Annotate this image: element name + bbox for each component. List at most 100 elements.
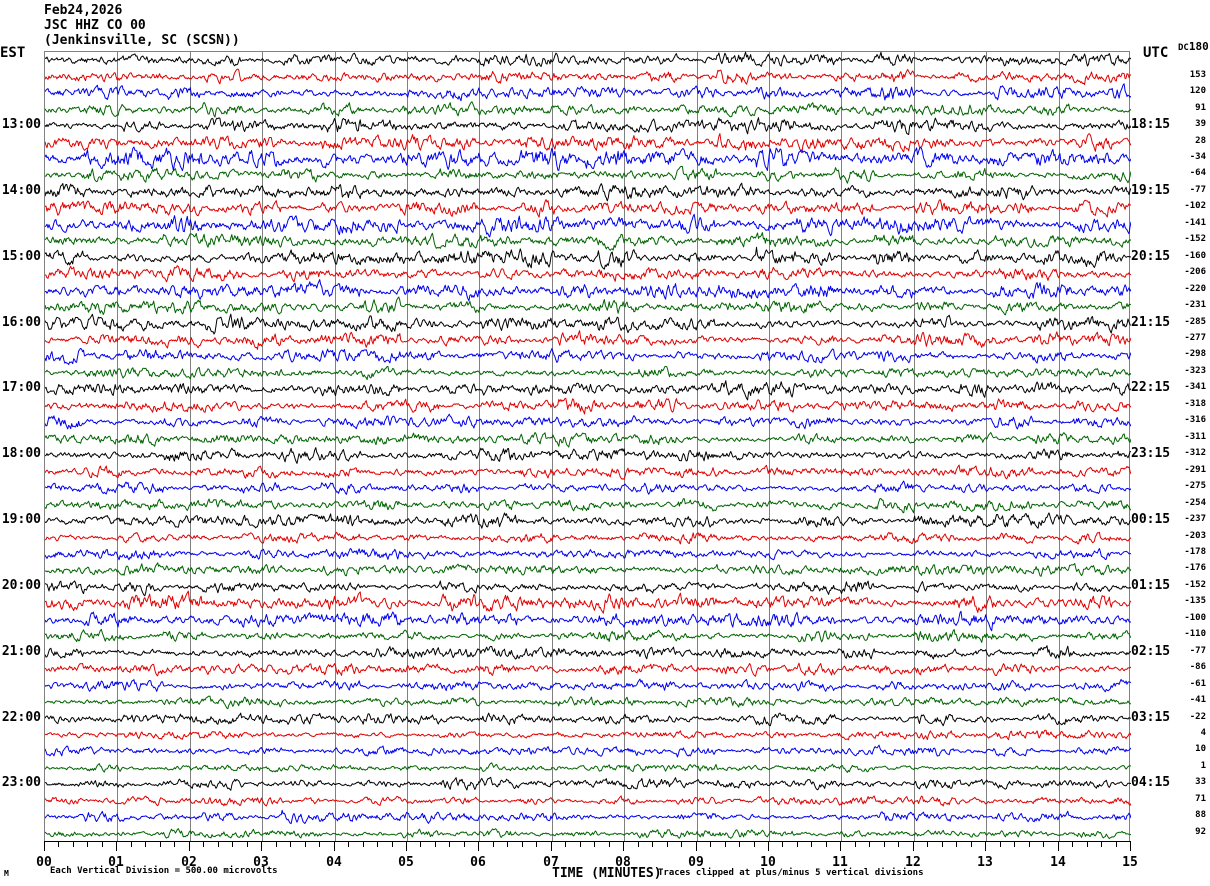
x-axis-minor-tick [638, 842, 639, 847]
dc-value: -291 [1184, 464, 1206, 475]
utc-hour-label: 23:15 [1131, 446, 1171, 462]
dc-value: -277 [1184, 333, 1206, 344]
header-station: JSC HHZ CO 00 [44, 18, 146, 33]
seismogram-trace [45, 442, 1131, 468]
seismogram-trace [45, 376, 1131, 402]
seismogram-trace [45, 162, 1131, 188]
dc-value: -64 [1189, 168, 1206, 179]
dc-value: 71 [1195, 793, 1206, 804]
utc-hour-label: 01:15 [1131, 577, 1171, 593]
x-axis-minor-tick [797, 842, 798, 847]
x-axis-tick-label: 04 [326, 855, 342, 870]
x-axis-minor-tick [725, 842, 726, 847]
seismogram-trace [45, 492, 1131, 518]
seismogram-trace [45, 245, 1131, 271]
est-hour-label: 20:00 [1, 577, 41, 593]
x-axis-minor-tick [507, 842, 508, 847]
dc-value: -77 [1189, 645, 1206, 656]
x-axis-minor-tick [1072, 842, 1073, 847]
vertical-gridline [986, 52, 987, 841]
dc-text: DC [1178, 43, 1189, 53]
x-axis-minor-tick [898, 842, 899, 847]
x-axis-minor-tick [1101, 842, 1102, 847]
x-axis-minor-tick [1087, 842, 1088, 847]
x-axis-minor-tick [782, 842, 783, 847]
dc-value: -254 [1184, 497, 1206, 508]
seismogram-trace [45, 327, 1131, 353]
x-axis-minor-tick [855, 842, 856, 847]
utc-hour-label: 20:15 [1131, 248, 1171, 264]
x-axis-major-tick [406, 842, 407, 851]
x-axis-major-tick [478, 842, 479, 851]
x-axis-minor-tick [102, 842, 103, 847]
dc-value: -34 [1189, 151, 1206, 162]
x-axis-minor-tick [305, 842, 306, 847]
x-axis-minor-tick [1029, 842, 1030, 847]
dc-value: -135 [1184, 596, 1206, 607]
seismogram-trace [45, 64, 1131, 90]
x-axis-minor-tick [218, 842, 219, 847]
x-axis-tick-label: 12 [905, 855, 921, 870]
x-axis-minor-tick [522, 842, 523, 847]
x-axis-minor-tick [392, 842, 393, 847]
x-axis-minor-tick [493, 842, 494, 847]
x-axis-minor-tick [565, 842, 566, 847]
seismogram-trace [45, 278, 1131, 304]
x-axis-minor-tick [1043, 842, 1044, 847]
dc-value: -41 [1189, 695, 1206, 706]
seismogram-trace [45, 475, 1131, 501]
x-axis-minor-tick [927, 842, 928, 847]
seismogram-trace [45, 195, 1131, 221]
dc-value: -203 [1184, 530, 1206, 541]
dc-value: -141 [1184, 217, 1206, 228]
x-axis-major-tick [1058, 842, 1059, 851]
utc-hour-label: 22:15 [1131, 380, 1171, 396]
vertical-gridline [407, 52, 408, 841]
dc-value: 88 [1195, 810, 1206, 821]
vertical-gridline [479, 52, 480, 841]
seismogram-trace [45, 311, 1131, 337]
x-axis-tick-label: 11 [832, 855, 848, 870]
x-axis-minor-tick [681, 842, 682, 847]
est-hour-label: 15:00 [1, 248, 41, 264]
x-axis-line [44, 841, 1131, 842]
seismogram-trace [45, 80, 1131, 106]
x-axis-minor-tick [942, 842, 943, 847]
x-axis-tick-label: 15 [1122, 855, 1138, 870]
vertical-gridline [335, 52, 336, 841]
dc-value: -152 [1184, 234, 1206, 245]
seismogram-trace [45, 47, 1131, 73]
x-axis-minor-tick [1116, 842, 1117, 847]
left-axis-label-est: EST [0, 45, 26, 61]
x-axis-tick-label: 03 [253, 855, 269, 870]
x-axis-major-tick [1130, 842, 1131, 851]
dc-value: -152 [1184, 579, 1206, 590]
vertical-gridline [841, 52, 842, 841]
x-axis-minor-tick [145, 842, 146, 847]
x-axis-minor-tick [58, 842, 59, 847]
seismogram-trace [45, 673, 1131, 699]
x-axis-minor-tick [652, 842, 653, 847]
seismogram-trace [45, 360, 1131, 386]
x-axis-minor-tick [739, 842, 740, 847]
x-axis-minor-tick [956, 842, 957, 847]
x-axis-minor-tick [869, 842, 870, 847]
est-hour-label: 23:00 [1, 775, 41, 791]
vertical-gridline [769, 52, 770, 841]
dc-value: -178 [1184, 546, 1206, 557]
dc-value: -298 [1184, 349, 1206, 360]
vertical-gridline [697, 52, 698, 841]
dc-column-header: DC180 [1178, 40, 1209, 53]
seismogram-trace [45, 113, 1131, 139]
dc-value: -77 [1189, 184, 1206, 195]
x-axis-minor-tick [290, 842, 291, 847]
x-axis-minor-tick [1000, 842, 1001, 847]
x-axis-tick-label: 05 [398, 855, 414, 870]
seismogram-trace [45, 261, 1131, 287]
right-axis-label-utc: UTC [1143, 45, 1169, 61]
x-axis-minor-tick [247, 842, 248, 847]
x-axis-tick-label: 01 [108, 855, 124, 870]
x-axis-minor-tick [363, 842, 364, 847]
x-axis-minor-tick [464, 842, 465, 847]
x-axis-tick-label: 02 [181, 855, 197, 870]
